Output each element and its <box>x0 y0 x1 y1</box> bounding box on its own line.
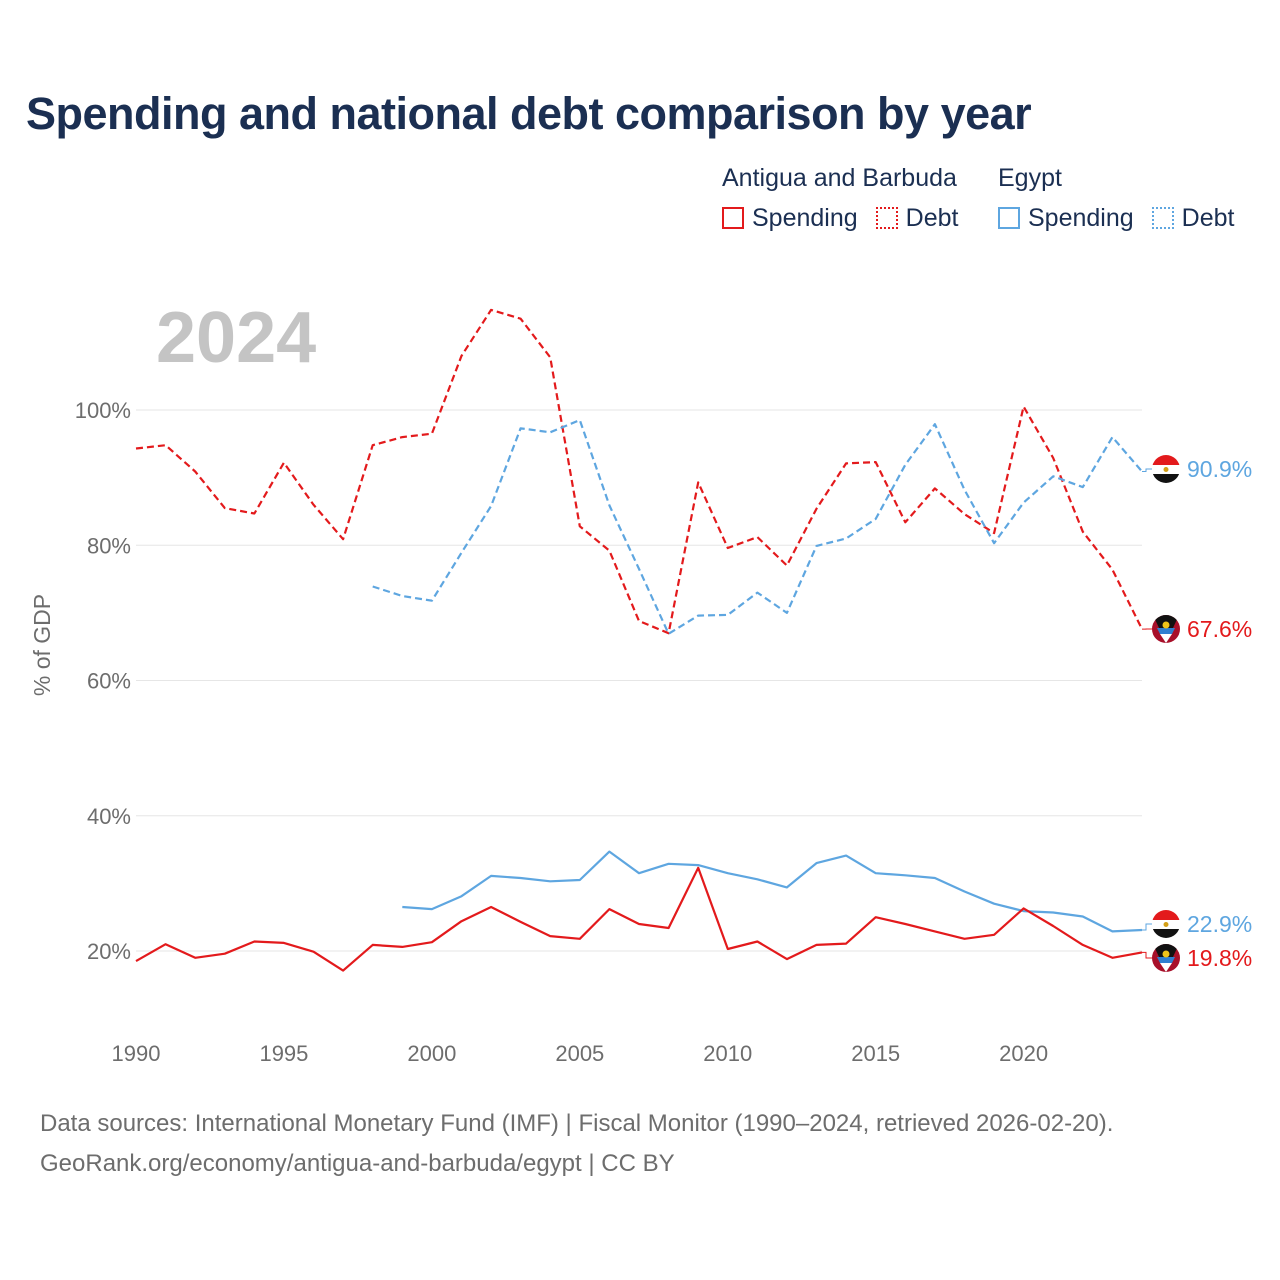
series-line-egypt-spending[interactable] <box>402 850 1143 933</box>
line-chart: 2024 % of GDP 20% 40% 60% 80% 100% 1990 1995 2… <box>29 298 1252 1066</box>
legend-item-egypt-debt[interactable]: Debt <box>1151 203 1235 233</box>
footer: Data sources: International Monetary Fun… <box>40 1104 1113 1184</box>
legend-item-antigua-spending[interactable]: Spending <box>722 204 858 233</box>
legend-item-label: Debt <box>1181 203 1235 232</box>
legend-group-antigua: Antigua and Barbuda Spending Debt <box>722 162 976 238</box>
end-label-connector <box>1142 951 1152 959</box>
source-line: Data sources: International Monetary Fun… <box>40 1110 1114 1137</box>
series-line-antigua-and-barbuda-spending[interactable] <box>135 866 1143 972</box>
egypt-flag-icon <box>1152 455 1180 483</box>
chart-title: Spending and national debt comparison by… <box>26 88 1032 139</box>
end-value-label: 90.9% <box>1187 456 1252 482</box>
legend-group-name: Egypt <box>998 164 1062 192</box>
legend-item-label: Spending <box>1028 203 1134 232</box>
legend-swatch-dotted-icon <box>875 207 898 229</box>
legend-item-antigua-debt[interactable]: Debt <box>875 203 959 233</box>
credit-line[interactable]: GeoRank.org/economy/antigua-and-barbuda/… <box>40 1150 675 1177</box>
end-value-label: 67.6% <box>1187 616 1252 642</box>
legend-group-egypt: Egypt Spending Debt <box>998 162 1252 238</box>
legend-swatch-solid-icon <box>998 207 1020 229</box>
legend-item-label: Debt <box>905 203 959 232</box>
x-tick-label: 1990 <box>112 1041 161 1066</box>
x-tick-label: 2015 <box>851 1041 900 1066</box>
y-tick-label: 60% <box>87 669 131 694</box>
antigua-flag-icon <box>1152 944 1180 972</box>
y-axis-label: % of GDP <box>29 594 55 696</box>
x-tick-label: 2020 <box>999 1041 1048 1066</box>
legend-item-egypt-spending[interactable]: Spending <box>998 204 1134 233</box>
end-label-connector <box>1142 468 1152 473</box>
legend-swatch-dotted-icon <box>1151 207 1174 229</box>
end-value-label: 22.9% <box>1187 911 1252 937</box>
y-tick-label: 40% <box>87 804 131 829</box>
antigua-flag-icon <box>1152 615 1180 643</box>
x-tick-label: 2010 <box>703 1041 752 1066</box>
x-tick-label: 1995 <box>259 1041 308 1066</box>
y-tick-label: 20% <box>87 939 131 964</box>
series-lines <box>135 308 1143 972</box>
x-axis-ticks: 1990 1995 2000 2005 2010 2015 2020 <box>112 1041 1049 1066</box>
egypt-flag-icon <box>1152 910 1180 938</box>
legend-swatch-solid-icon <box>722 207 744 229</box>
end-value-label: 19.8% <box>1187 945 1252 971</box>
gridlines <box>136 409 1142 952</box>
x-tick-label: 2005 <box>555 1041 604 1066</box>
end-labels: 67.6% 90.9% 22.9% 19.8% <box>1142 456 1252 971</box>
series-line-egypt-debt[interactable] <box>372 419 1143 635</box>
y-tick-label: 80% <box>87 533 131 558</box>
legend-item-label: Spending <box>752 203 858 232</box>
legend-group-name: Antigua and Barbuda <box>722 164 957 192</box>
y-tick-label: 100% <box>75 398 131 423</box>
y-axis-ticks: 20% 40% 60% 80% 100% <box>75 398 131 964</box>
end-label-connector <box>1142 923 1152 931</box>
x-tick-label: 2000 <box>407 1041 456 1066</box>
year-label: 2024 <box>156 298 316 378</box>
